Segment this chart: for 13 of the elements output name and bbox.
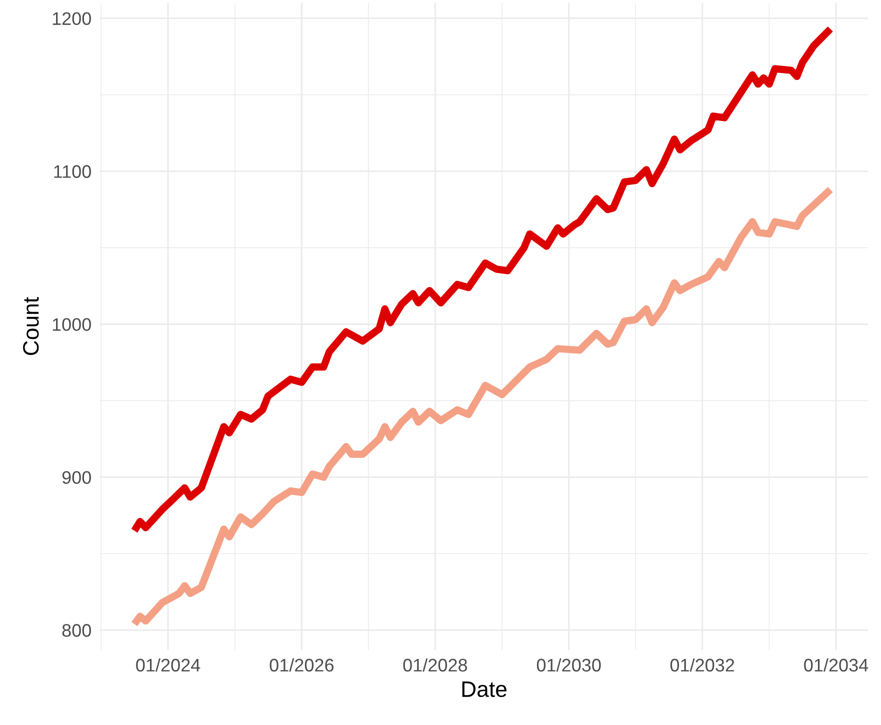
x-axis-title: Date — [462, 682, 506, 698]
y-tick-label: 1200 — [52, 12, 91, 26]
y-tick-label: 1000 — [52, 318, 91, 331]
y-tick-label: 900 — [62, 471, 91, 484]
x-tick-label: 01/2030 — [536, 658, 601, 672]
y-axis-title: Count — [23, 297, 39, 356]
y-tick-label: 1100 — [54, 165, 91, 178]
x-tick-label: 01/2028 — [403, 658, 468, 672]
y-tick-label: 800 — [62, 624, 91, 637]
x-tick-label: 01/2024 — [136, 658, 200, 672]
x-tick-label: 01/2026 — [270, 658, 334, 672]
x-tick-label: 01/2034 — [804, 658, 868, 672]
x-tick-label: 01/2032 — [670, 658, 734, 672]
